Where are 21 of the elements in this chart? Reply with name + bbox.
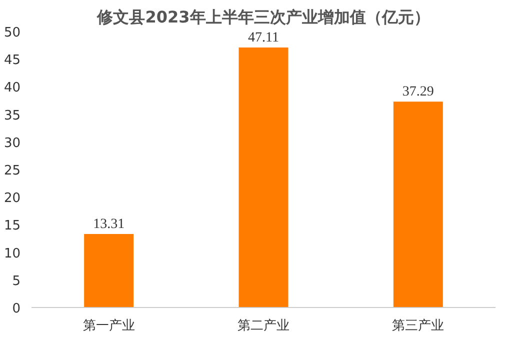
bar — [238, 47, 288, 308]
data-label: 47.11 — [248, 30, 279, 46]
y-tick-label: 30 — [4, 136, 21, 151]
y-tick-label: 45 — [4, 53, 21, 68]
x-tick-label: 第三产业 — [392, 318, 444, 334]
x-tick-label: 第一产业 — [82, 318, 135, 334]
chart-title: 修文县2023年上半年三次产业增加值（亿元） — [96, 8, 430, 26]
y-tick-label: 20 — [4, 191, 21, 206]
data-label: 37.29 — [402, 84, 434, 100]
y-tick-label: 50 — [4, 26, 21, 40]
y-tick-label: 0 — [12, 302, 21, 316]
bar — [84, 234, 134, 308]
y-tick-label: 25 — [4, 164, 21, 178]
y-tick-label: 35 — [4, 108, 21, 124]
bar — [393, 102, 443, 308]
data-label: 13.31 — [93, 217, 125, 232]
x-tick-label: 第二产业 — [238, 318, 290, 334]
y-tick-label: 15 — [4, 218, 21, 234]
y-tick-label: 40 — [4, 80, 21, 96]
y-tick-label: 10 — [4, 246, 21, 262]
y-tick-label: 5 — [12, 274, 21, 289]
